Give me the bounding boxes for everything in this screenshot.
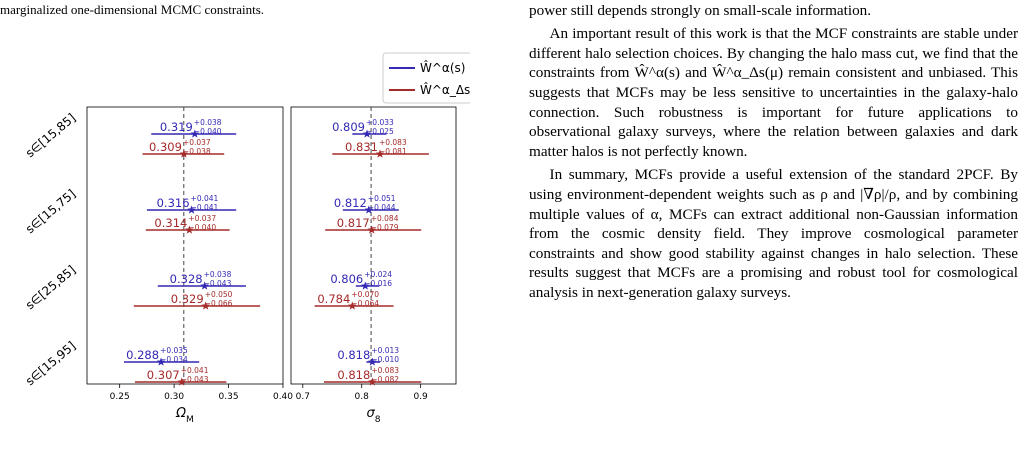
point-marker [177, 377, 187, 386]
legend-entry: Ŵ^α(s) [420, 60, 465, 75]
point-marker [368, 377, 377, 386]
x-axis-label: ΩM [175, 406, 194, 425]
value-lower: −0.082 [371, 375, 399, 384]
value-lower: −0.040 [188, 223, 216, 232]
value-label: 0.806 [330, 272, 363, 286]
value-label: 0.314 [154, 216, 187, 230]
point-marker [179, 149, 189, 158]
value-upper: +0.050 [205, 290, 233, 299]
point-marker [201, 301, 210, 310]
x-tick-label: 0.40 [273, 392, 293, 402]
value-upper: +0.037 [188, 214, 216, 223]
value-upper: +0.083 [371, 366, 399, 375]
row-label: s∈[15,85] [23, 111, 78, 161]
point-marker [185, 225, 194, 234]
value-lower: −0.010 [371, 355, 399, 364]
value-label: 0.309 [149, 140, 182, 154]
x-tick-label: 0.8 [355, 392, 370, 402]
paragraph-1: is less sensitive to the choice of maxim… [529, 1, 872, 19]
body-text-column: is less sensitive to the choice of maxim… [529, 0, 1018, 303]
value-label: 0.817 [337, 216, 370, 230]
point-marker [360, 281, 370, 290]
row-label: s∈[25,85] [23, 263, 78, 313]
point-marker [200, 281, 209, 290]
x-tick-label: 0.9 [413, 392, 428, 402]
value-lower: −0.043 [204, 279, 232, 288]
value-upper: +0.070 [351, 290, 379, 299]
value-label: 0.288 [126, 348, 159, 362]
value-upper: +0.084 [371, 214, 399, 223]
value-lower: −0.081 [379, 147, 407, 156]
value-lower: −0.034 [160, 355, 188, 364]
value-upper: +0.041 [191, 194, 219, 203]
value-lower: −0.079 [371, 223, 399, 232]
value-label: 0.319 [160, 120, 193, 134]
value-upper: +0.083 [379, 138, 407, 147]
value-lower: −0.025 [366, 127, 394, 136]
x-tick-label: 0.35 [219, 392, 239, 402]
value-upper: +0.013 [371, 346, 399, 355]
value-label: 0.328 [170, 272, 203, 286]
row-label: s∈[15,75] [23, 187, 78, 237]
value-upper: +0.041 [181, 366, 209, 375]
value-label: 0.784 [317, 292, 350, 306]
value-lower: −0.040 [194, 127, 222, 136]
point-marker [190, 129, 200, 138]
point-marker [348, 301, 357, 310]
point-marker [362, 129, 372, 138]
legend-entry: Ŵ^α_Δs(μ) [420, 82, 470, 97]
value-label: 0.307 [147, 368, 180, 382]
value-label: 0.809 [332, 120, 365, 134]
value-lower: −0.038 [183, 147, 211, 156]
point-marker [364, 205, 374, 214]
value-upper: +0.038 [204, 270, 232, 279]
value-lower: −0.016 [364, 279, 392, 288]
x-tick-label: 0.30 [164, 392, 184, 402]
value-lower: −0.043 [181, 375, 209, 384]
chart-legend: Ŵ^α(s) Ŵ^α_Δs(μ) [382, 52, 470, 104]
x-axis-label: σ8 [366, 406, 380, 425]
paragraph-2: An important result of this work is that… [529, 24, 1018, 161]
point-marker [368, 357, 377, 366]
value-lower: −0.064 [351, 299, 379, 308]
value-upper: +0.051 [368, 194, 396, 203]
value-lower: −0.066 [205, 299, 233, 308]
value-lower: −0.041 [191, 203, 219, 212]
paragraph-2-part-a: An important result of this work is that… [529, 25, 1018, 160]
value-label: 0.818 [337, 368, 370, 382]
point-marker [375, 149, 385, 158]
point-marker [367, 225, 377, 234]
value-label: 0.831 [345, 140, 378, 154]
value-label: 0.329 [171, 292, 204, 306]
value-label: 0.812 [334, 196, 367, 210]
point-marker [156, 357, 166, 366]
value-label: 0.818 [337, 348, 370, 362]
value-lower: −0.044 [368, 203, 396, 212]
paragraph-3: In summary, MCFs provide a useful extens… [529, 166, 1018, 301]
value-upper: +0.038 [194, 118, 222, 127]
panel-frame [86, 106, 284, 385]
figure-caption-tail: marginalized one-dimensional MCMC constr… [0, 2, 265, 17]
constraint-forest-figure: Ŵ^α(s) Ŵ^α_Δs(μ) s∈[15,85] s∈[15,75] s∈[25,8… [23, 52, 470, 425]
value-upper: +0.033 [366, 118, 394, 127]
x-tick-label: 0.7 [296, 392, 310, 402]
value-upper: +0.035 [160, 346, 188, 355]
value-upper: +0.024 [364, 270, 392, 279]
x-tick-label: 0.25 [110, 392, 130, 402]
value-upper: +0.037 [183, 138, 211, 147]
point-marker [187, 205, 196, 214]
row-label: s∈[15,95] [23, 339, 78, 389]
value-label: 0.316 [157, 196, 190, 210]
